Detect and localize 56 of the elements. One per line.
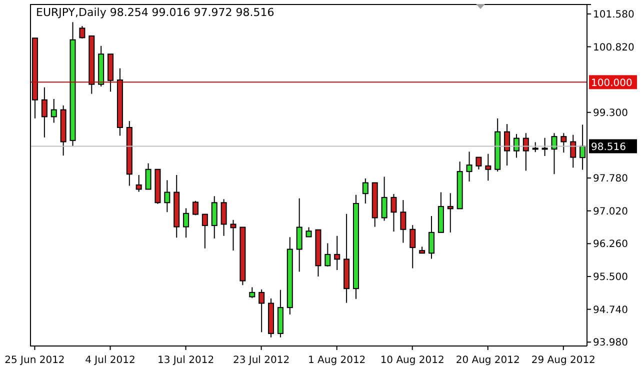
candlestick [447,192,454,233]
y-tick-label: 94.740 [593,304,628,316]
candlestick [532,142,538,153]
x-tick-label: 23 Jul 2012 [232,355,290,366]
candlestick [466,151,472,182]
candlestick [230,219,236,252]
candlestick [390,194,397,232]
candlestick [551,132,558,175]
candlestick [211,196,218,239]
y-tick-label: 99.300 [593,108,628,119]
candlestick [136,174,142,192]
x-tick-label: 13 Jul 2012 [157,355,214,366]
candlestick [249,286,256,299]
ref-line-label: 98.516 [591,142,626,154]
candlestick [220,198,227,236]
candlestick [258,288,265,333]
candlestick [41,86,48,138]
x-tick-label: 29 Aug 2012 [531,355,596,366]
candlestick [362,178,368,204]
candlestick [79,26,86,40]
candlestick [504,124,510,166]
y-tick-label: 97.780 [593,174,628,185]
y-tick-label: 96.260 [593,239,628,250]
ref-line-label: 100.000 [591,78,632,90]
candlestick [522,132,529,172]
x-tick-label: 20 Aug 2012 [456,355,520,366]
candlestick [542,137,548,156]
x-tick-label: 4 Jul 2012 [85,355,136,366]
candlestick [50,98,57,124]
candlestick [400,200,406,244]
x-tick-label: 10 Aug 2012 [380,355,444,366]
candlestick [476,156,482,170]
y-tick-label: 97.020 [593,206,628,218]
candlestick [381,176,388,222]
candlestick [560,132,567,154]
x-tick-label: 1 Aug 2012 [308,355,366,366]
y-tick-label: 101.580 [593,9,634,20]
candlestick [513,133,520,158]
candlestick [306,226,312,238]
candlestick [428,216,435,260]
candlestick [145,162,152,190]
candlestick [410,224,416,269]
candlestick [570,134,576,168]
x-tick-label: 25 Jun 2012 [4,355,65,366]
candlestick [192,200,198,216]
candlestick [183,208,190,238]
candlestick [296,198,302,272]
y-tick-label: 93.980 [593,338,628,349]
candlestick [202,214,208,249]
candlestick [334,235,340,270]
candlestick [164,180,170,213]
candlestick [485,153,492,182]
y-tick-label: 100.820 [593,42,634,54]
candlestick [324,242,331,268]
chart-title: EURJPY,Daily 98.254 99.016 97.972 98.516 [36,6,274,19]
y-tick-label: 95.500 [593,272,628,284]
